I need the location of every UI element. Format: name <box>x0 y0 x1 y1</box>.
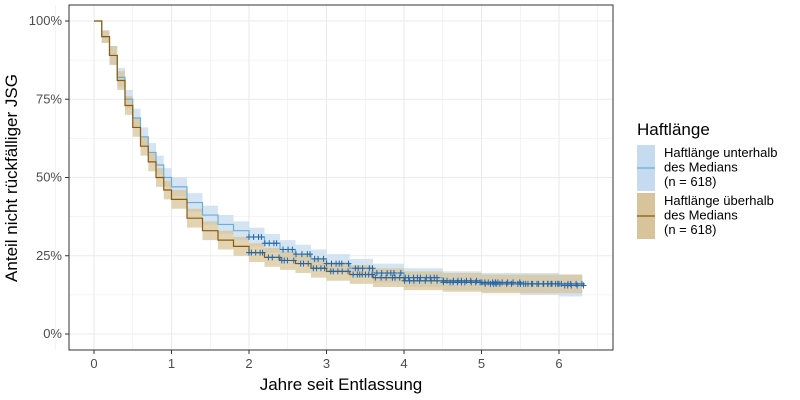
y-tick-label: 100% <box>29 13 63 28</box>
legend-label: des Medians <box>664 208 738 223</box>
x-tick-label: 2 <box>245 356 252 371</box>
censor-marks <box>246 233 587 289</box>
legend-label: (n = 618) <box>664 174 716 189</box>
x-tick-label: 4 <box>400 356 407 371</box>
x-tick-label: 3 <box>323 356 330 371</box>
ci-band-1 <box>94 21 583 294</box>
survival-line-0 <box>94 20 583 287</box>
confidence-bands <box>94 21 583 297</box>
y-tick-label: 25% <box>36 248 62 263</box>
y-tick-label: 75% <box>36 91 62 106</box>
y-tick-label: 50% <box>36 170 62 185</box>
x-tick-label: 6 <box>555 356 562 371</box>
x-axis: 0 1 2 3 4 5 6 <box>90 350 563 371</box>
legend-label: des Medians <box>664 160 738 175</box>
x-tick-label: 0 <box>90 356 97 371</box>
plot-panel <box>54 4 614 351</box>
grid-lines <box>54 5 613 350</box>
x-tick-label: 5 <box>478 356 485 371</box>
legend-title: Haftlänge <box>637 120 710 139</box>
x-axis-title: Jahre seit Entlassung <box>260 375 423 394</box>
legend-label: Haftlänge unterhalb <box>664 145 777 160</box>
y-axis: 0% 25% 50% 75% 100% <box>29 13 69 341</box>
x-tick-label: 1 <box>168 356 175 371</box>
y-tick-label: 0% <box>43 326 62 341</box>
legend-label: Haftlänge überhalb <box>664 193 774 208</box>
legend-label: (n = 618) <box>664 222 716 237</box>
y-axis-title: Anteil nicht rückfälliger JSG <box>2 74 21 282</box>
